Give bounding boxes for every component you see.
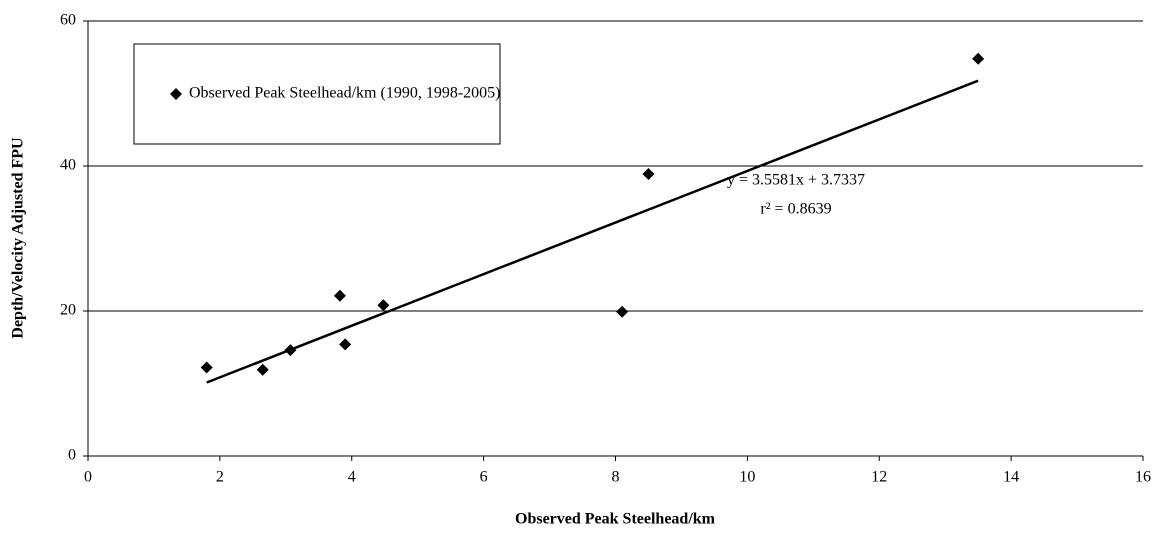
- scatter-point: [339, 338, 352, 351]
- scatter-point: [200, 361, 213, 374]
- x-tick-label: 14: [1003, 469, 1019, 486]
- x-tick-label: 4: [348, 469, 356, 486]
- legend-marker: [170, 88, 182, 100]
- y-tick-label: 60: [60, 12, 76, 29]
- x-tick-label: 0: [84, 469, 92, 486]
- x-tick-label: 2: [216, 469, 224, 486]
- scatter-point: [616, 305, 629, 318]
- y-tick-label: 40: [60, 157, 76, 174]
- x-tick-label: 12: [871, 469, 887, 486]
- scatter-point: [377, 299, 390, 312]
- equation-label: y = 3.5581x + 3.7337: [727, 172, 865, 189]
- scatter-point: [256, 363, 269, 376]
- y-axis-title: Depth/Velocity Adjusted FPU: [10, 137, 27, 339]
- scatter-point: [284, 344, 297, 357]
- legend-label: Observed Peak Steelhead/km (1990, 1998-2…: [189, 85, 500, 102]
- x-tick-label: 10: [739, 469, 755, 486]
- x-tick-label: 16: [1135, 469, 1151, 486]
- x-tick-label: 8: [612, 469, 620, 486]
- r-squared-label: r² = 0.8639: [760, 201, 831, 218]
- scatter-point: [972, 52, 985, 65]
- legend-box: [133, 43, 501, 145]
- x-tick-label: 6: [480, 469, 488, 486]
- x-axis-title: Observed Peak Steelhead/km: [515, 511, 716, 528]
- scatter-point: [642, 167, 655, 180]
- trendline: [206, 79, 979, 384]
- y-tick-label: 20: [60, 302, 76, 319]
- scatter-point: [333, 289, 346, 302]
- y-tick-label: 0: [68, 447, 76, 464]
